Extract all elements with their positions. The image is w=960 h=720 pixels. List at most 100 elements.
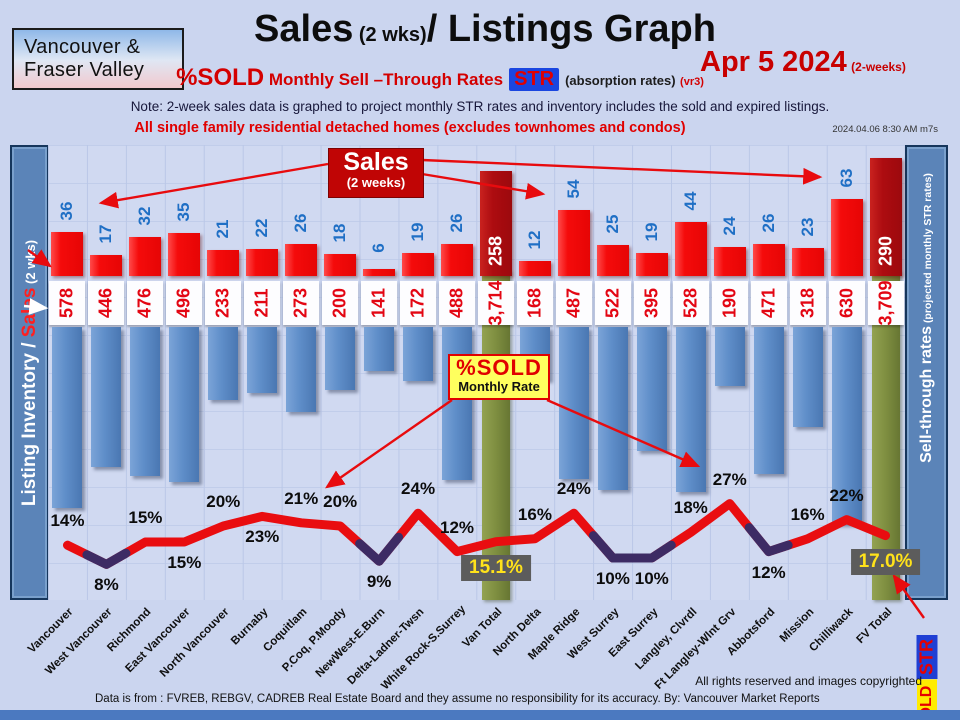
sales-bar (129, 237, 162, 276)
sales-value: 290 (875, 235, 896, 267)
sales-value: 17 (96, 224, 116, 244)
inventory-bar (792, 327, 823, 427)
inventory-value: 522 (602, 287, 623, 319)
brand-line1: Vancouver & (24, 36, 141, 58)
sales-value: 26 (447, 213, 467, 233)
sales-value: 32 (135, 206, 155, 226)
sales-value: 12 (524, 230, 544, 250)
inventory-value: 471 (758, 287, 779, 319)
subtitle-absorption: (absorption rates) (565, 73, 676, 88)
inventory-bar (831, 327, 862, 524)
inventory-chip (672, 281, 709, 325)
category-label: Van Total (460, 606, 505, 651)
category-label: NewWest-E.Burn (313, 606, 388, 680)
category-label: East Surrey (606, 606, 661, 660)
inventory-chip (88, 281, 125, 325)
category-label: P.Coq, P.Moody (280, 606, 349, 675)
sales-value: 36 (57, 201, 77, 221)
inventory-value: 578 (56, 287, 77, 319)
inventory-chip (49, 281, 86, 325)
sales-value: 18 (330, 223, 350, 243)
subtitle-percent-sold: %SOLD (176, 64, 265, 91)
inventory-bar (403, 327, 434, 381)
inventory-value: 168 (524, 287, 545, 319)
sales-value: 35 (174, 202, 194, 222)
inventory-value: 446 (95, 287, 116, 319)
inventory-bar (169, 327, 200, 482)
inventory-bar (597, 327, 628, 490)
sales-value: 19 (408, 222, 428, 242)
inventory-bar (91, 327, 122, 467)
sales-bar (635, 253, 668, 276)
category-label: White Rock-S.Surrey (379, 603, 469, 693)
sales-bar (596, 245, 629, 276)
category-label: West Vancouver (43, 606, 115, 678)
inventory-bar (208, 327, 239, 400)
brand-line2: Fraser Valley (24, 59, 145, 81)
brand-logo: Vancouver & Fraser Valley (12, 28, 184, 90)
sales-bar (791, 248, 824, 276)
sales-bar (441, 244, 474, 276)
inventory-chip (322, 281, 359, 325)
str-badge: STR (509, 68, 560, 91)
sales-bar (402, 253, 435, 276)
inventory-bar (247, 327, 278, 393)
sales-bar (830, 199, 863, 276)
right-axis-label: Sell-through rates (projected monthly ST… (917, 173, 935, 464)
inventory-value: 141 (368, 287, 389, 319)
sales-value: 26 (758, 213, 778, 233)
sales-bar (207, 250, 240, 276)
subtitle: %SOLD Monthly Sell –Through Rates STR (abs… (0, 64, 880, 92)
inventory-bar (675, 327, 706, 492)
inventory-chip (750, 281, 787, 325)
sales-value: 19 (641, 222, 661, 242)
inventory-value: 211 (251, 288, 272, 318)
category-label: Burnaby (229, 606, 271, 648)
sales-bar (869, 158, 902, 276)
inventory-value: 233 (212, 287, 233, 319)
sales-legend-box: Sales (2 weeks) (328, 148, 424, 198)
inventory-value: 273 (290, 287, 311, 319)
inventory-chip (205, 281, 242, 325)
str-axis-badge: STR (916, 635, 937, 679)
sales-value: 25 (602, 214, 622, 234)
inventory-chip (828, 281, 865, 325)
category-label: West Surrey (565, 606, 622, 662)
category-label: East Vancouver (123, 606, 193, 676)
inventory-bar (286, 327, 317, 412)
sales-bar (518, 261, 551, 276)
inventory-bar (753, 327, 784, 474)
sales-bar (324, 254, 357, 276)
sales-bar (674, 222, 707, 276)
sales-value: 22 (252, 218, 272, 238)
title-rest: / Listings Graph (426, 8, 716, 50)
category-label: Delta-Ladner-Twsn (345, 606, 427, 688)
inventory-value: 630 (836, 287, 857, 319)
inventory-chip (439, 281, 476, 325)
category-label: Langley, Clvrdl (633, 606, 700, 673)
inventory-chip (244, 281, 281, 325)
sales-value: 23 (797, 217, 817, 237)
inventory-chip (711, 281, 748, 325)
sales-bar (51, 232, 84, 276)
inventory-value: 190 (719, 287, 740, 319)
percent-sold-legend-box: %SOLD Monthly Rate (448, 354, 550, 400)
subtitle-version: (vr3) (680, 76, 704, 88)
sales-bar (557, 210, 590, 276)
inventory-bar (558, 327, 589, 479)
bottom-border-strip (0, 710, 960, 720)
category-label: North Vancouver (158, 606, 232, 680)
sales-bar (168, 233, 201, 276)
sales-value: 258 (485, 235, 506, 267)
inventory-chip (516, 281, 553, 325)
sales-value: 24 (719, 216, 739, 236)
inventory-value: 496 (173, 287, 194, 319)
category-label: Maple Ridge (525, 606, 583, 663)
inventory-bar (714, 327, 745, 386)
inventory-value: 3,714 (485, 280, 506, 326)
inventory-chip (633, 281, 670, 325)
inventory-value: 395 (641, 287, 662, 319)
inventory-chip (283, 281, 320, 325)
inventory-bar (364, 327, 395, 371)
sales-bar (713, 247, 746, 276)
